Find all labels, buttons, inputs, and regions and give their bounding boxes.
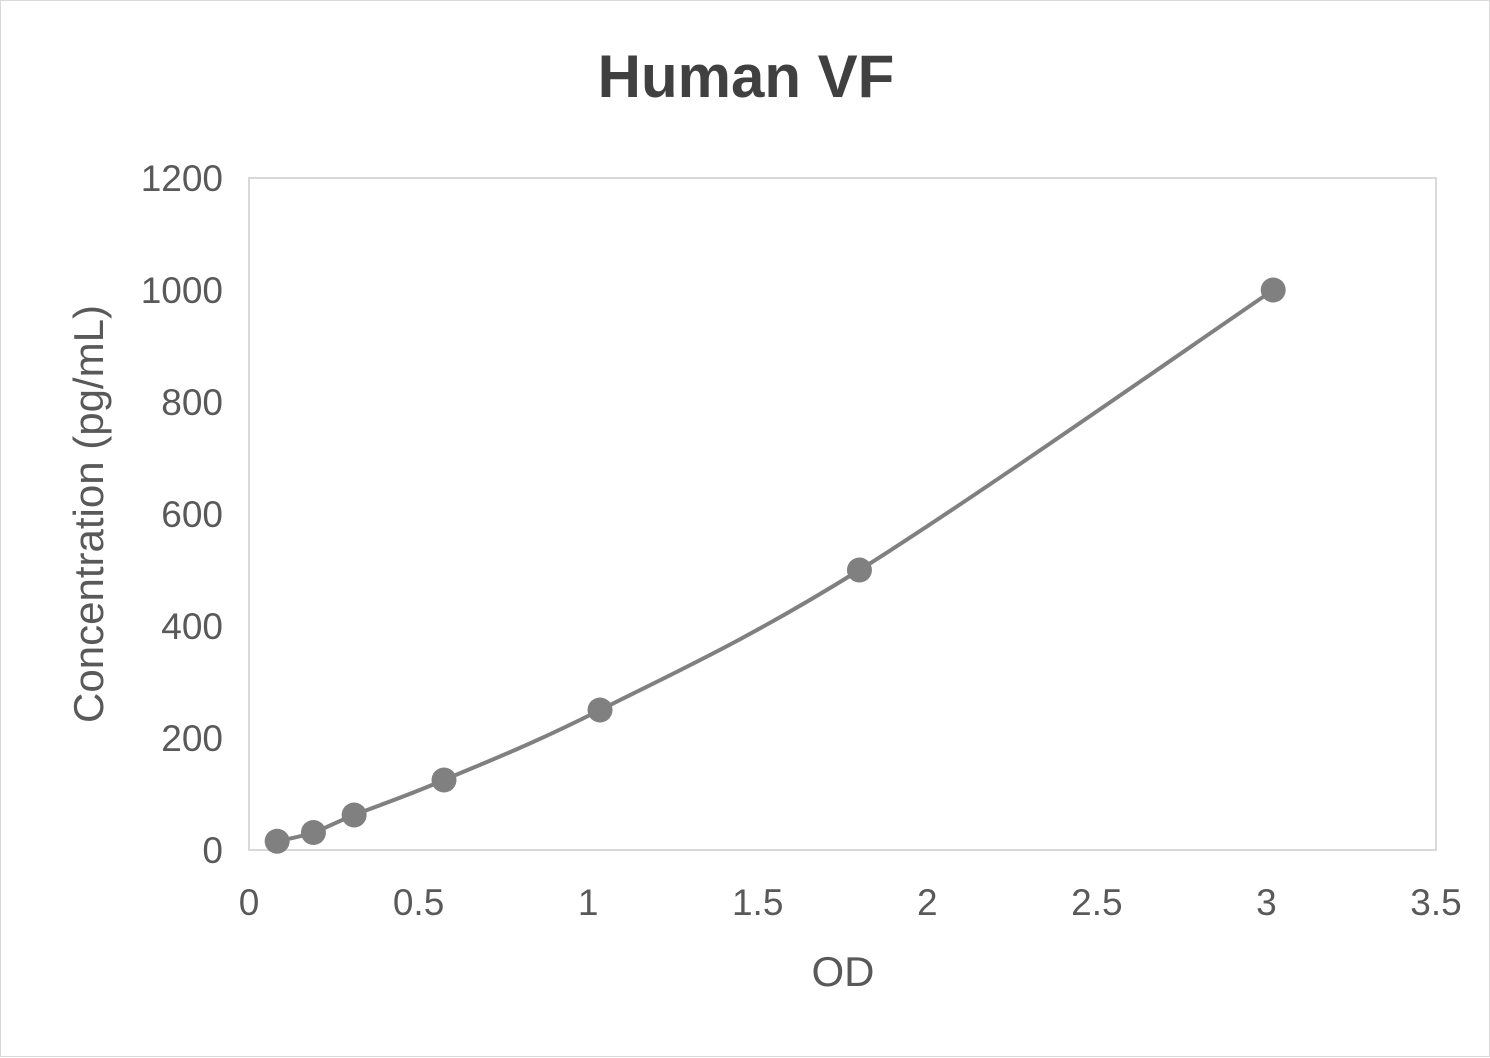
- x-tick-label: 1.5: [732, 882, 783, 923]
- data-point: [587, 697, 613, 723]
- y-tick-label: 800: [161, 382, 223, 423]
- y-axis-label: Concentration (pg/mL): [65, 305, 112, 723]
- x-tick-label: 2.5: [1071, 882, 1122, 923]
- y-tick-label: 0: [202, 830, 223, 871]
- plot-area: [248, 177, 1437, 851]
- x-tick-label: 0: [239, 882, 260, 923]
- y-tick-label: 1000: [141, 270, 223, 311]
- data-point: [846, 557, 872, 583]
- data-point: [300, 820, 326, 845]
- data-point: [1260, 277, 1286, 303]
- data-point: [431, 767, 457, 793]
- y-tick-label: 200: [161, 718, 223, 759]
- data-point: [341, 802, 367, 828]
- x-tick-label: 0.5: [393, 882, 444, 923]
- x-tick-label: 2: [917, 882, 938, 923]
- x-tick-label: 3.5: [1410, 882, 1461, 923]
- y-tick-label: 600: [161, 494, 223, 535]
- series-line: [276, 288, 1275, 844]
- data-point: [264, 828, 290, 854]
- y-tick-label: 400: [161, 606, 223, 647]
- chart-title: Human VF: [598, 43, 895, 110]
- x-tick-label: 1: [578, 882, 599, 923]
- x-tick-label: 3: [1256, 882, 1277, 923]
- y-tick-label: 1200: [141, 158, 223, 199]
- x-axis-label: OD: [812, 948, 875, 995]
